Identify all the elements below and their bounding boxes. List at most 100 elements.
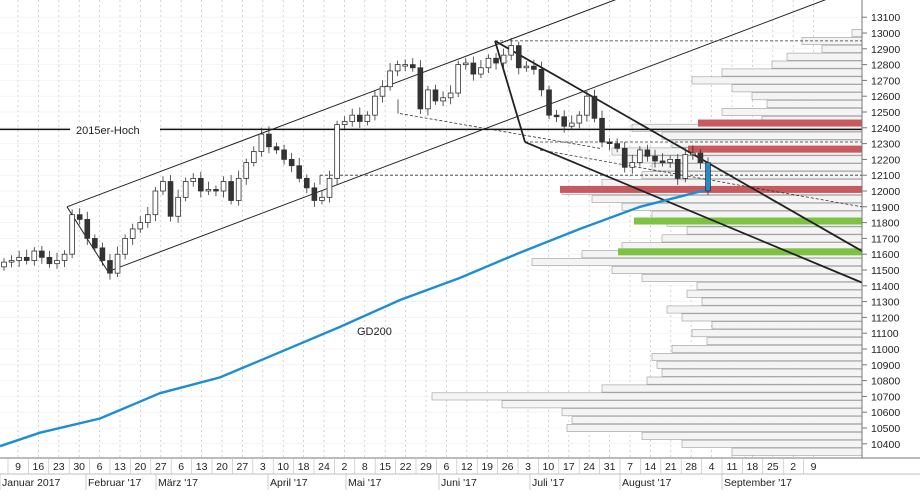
volume-bar	[771, 60, 863, 69]
candle-body	[553, 114, 560, 118]
volume-bar	[501, 400, 863, 409]
candle-body	[546, 89, 552, 116]
volume-bar	[621, 202, 863, 211]
x-tick-label: 6	[443, 461, 449, 473]
x-tick-label: 2	[790, 461, 796, 473]
candle-body	[508, 45, 514, 56]
down-channel-upper	[494, 40, 863, 252]
candle-body	[705, 162, 711, 192]
dashed-trend-1	[399, 113, 601, 149]
candle-body	[167, 181, 174, 217]
candle-body	[23, 256, 30, 261]
y-tick-label: 13100	[871, 12, 900, 24]
y-tick-label: 11500	[871, 265, 900, 277]
month-label: August '17	[622, 477, 671, 489]
volume-bar	[661, 368, 863, 377]
volume-bar	[721, 108, 863, 116]
y-tick-label: 11000	[871, 344, 900, 356]
volume-bar	[641, 273, 863, 282]
candle-body	[402, 64, 409, 67]
x-tick-label: 31	[604, 461, 616, 473]
volume-bar	[701, 297, 863, 306]
candle-body	[493, 57, 499, 64]
x-tick-label: 11	[727, 461, 738, 473]
x-tick-label: 16	[33, 461, 45, 473]
candle-body	[697, 152, 704, 163]
x-tick-label: 30	[73, 461, 85, 473]
candle-body	[478, 67, 484, 75]
dashed-trend-2	[539, 149, 863, 208]
candle-body	[92, 237, 98, 249]
y-axis: 10400 10500 10600 10700 10800 10900 11000 11100…	[861, 0, 920, 458]
support-zone	[634, 217, 862, 225]
x-tick-label: 28	[685, 461, 697, 473]
volume-bar	[601, 384, 863, 393]
candle-body	[213, 189, 219, 192]
candle-body	[296, 165, 303, 179]
x-tick-label: 21	[665, 461, 677, 473]
volume-bar	[431, 392, 863, 401]
volume-bar	[666, 305, 863, 314]
x-tick-label: 25	[767, 461, 779, 473]
label-gd200: GD200	[357, 326, 392, 338]
candle-body	[425, 89, 431, 110]
candle-body	[160, 181, 166, 192]
trend-channels	[66, 0, 863, 284]
y-tick-label: 11200	[871, 312, 900, 324]
candle-body	[652, 155, 658, 162]
resistance-zone	[698, 119, 862, 127]
candle-body	[500, 54, 507, 64]
candle-body	[46, 256, 53, 265]
volume-bar	[661, 131, 863, 140]
candle-body	[629, 162, 636, 168]
x-tick-label: 9	[811, 461, 817, 473]
candle-body	[152, 190, 159, 216]
y-tick-label: 10600	[871, 407, 900, 419]
candle-body	[591, 95, 598, 119]
candle-body	[455, 64, 461, 94]
x-tick-label: 19	[481, 461, 493, 473]
candle-body	[568, 122, 575, 127]
x-tick-label: 20	[135, 461, 147, 473]
candle-body	[682, 154, 689, 179]
candle-body	[235, 177, 242, 201]
candle-body	[690, 152, 696, 156]
volume-bar	[681, 439, 863, 448]
x-tick-label: 27	[237, 461, 249, 473]
x-tick-label: 17	[563, 461, 575, 473]
volume-bar	[786, 52, 863, 61]
month-label: September '17	[724, 477, 792, 489]
x-tick-label: 3	[260, 461, 266, 473]
y-tick-label: 11600	[871, 249, 900, 261]
candle-body	[99, 247, 106, 261]
volume-bar	[731, 84, 863, 93]
candle-body	[243, 162, 250, 179]
price-candles	[1, 37, 711, 280]
y-tick-label: 11700	[871, 233, 900, 245]
volume-bar	[571, 416, 863, 424]
volume-bar	[696, 281, 863, 290]
y-tick-label: 10900	[871, 360, 900, 372]
candle-body	[16, 256, 22, 261]
candle-body	[364, 114, 371, 122]
candle-body	[356, 114, 363, 122]
candle-body	[379, 86, 386, 97]
candle-body	[198, 177, 204, 192]
month-label: Juli '17	[532, 477, 565, 489]
candle-body	[485, 57, 492, 69]
y-tick-label: 10400	[871, 439, 900, 451]
candle-body	[69, 214, 75, 255]
x-tick-label: 12	[461, 461, 473, 473]
y-tick-label: 12000	[871, 186, 900, 198]
month-label: April '17	[270, 477, 308, 489]
candle-body	[387, 70, 393, 88]
candle-body	[1, 261, 7, 268]
candle-body	[273, 146, 280, 151]
volume-bar	[691, 329, 863, 338]
x-axis: 9 16 23 30 6 13 20 27 6 13 20 27 3 10 18 24 2 8 15 22 29 6 12 1…	[0, 457, 920, 490]
volume-bar	[671, 345, 863, 353]
candle-body	[319, 196, 325, 201]
volume-profile	[431, 29, 863, 456]
